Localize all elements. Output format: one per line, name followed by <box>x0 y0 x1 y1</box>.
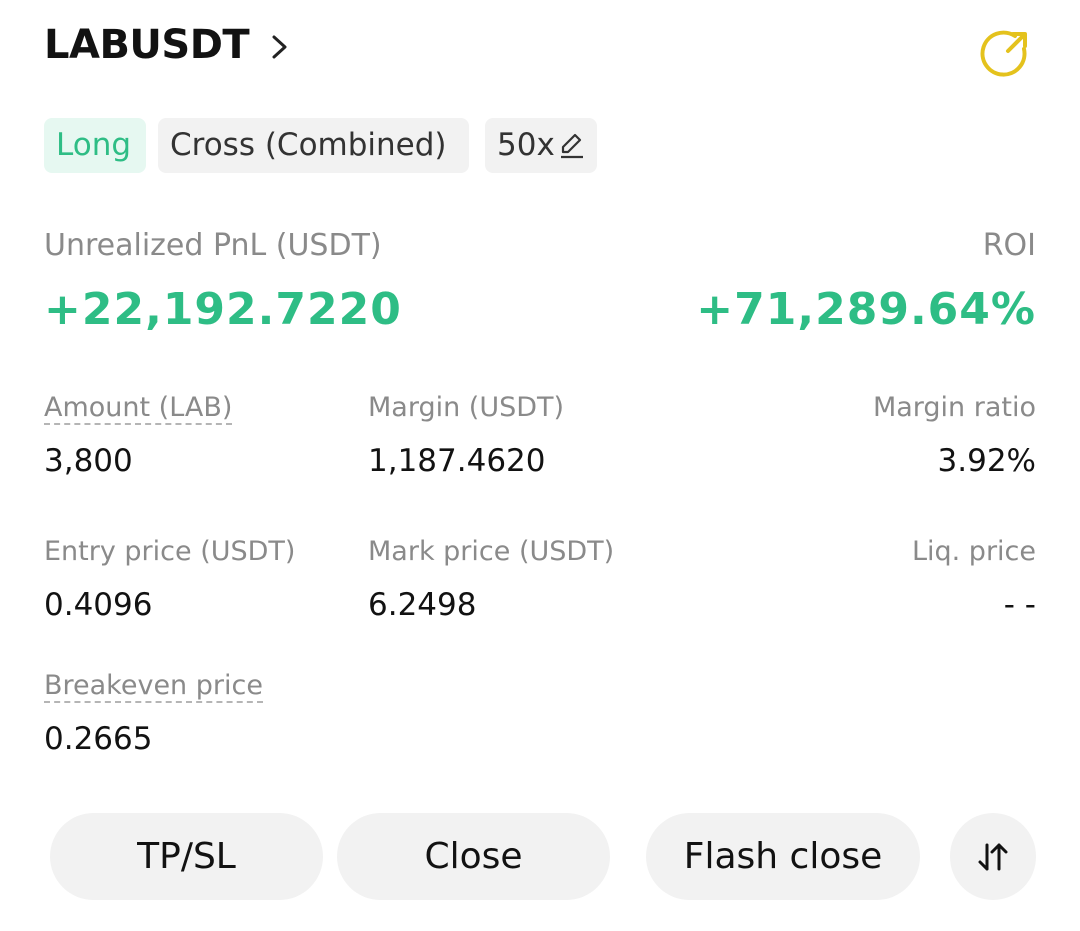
tag-long: Long <box>44 118 146 173</box>
stat-label: Margin ratio <box>872 392 1036 423</box>
pnl-label: Unrealized PnL (USDT) <box>44 228 382 263</box>
edit-icon[interactable] <box>558 130 586 160</box>
stat-value: - - <box>1003 587 1036 623</box>
roi-value: +71,289.64% <box>696 284 1036 335</box>
roi-label: ROI <box>982 228 1036 263</box>
reverse-button[interactable] <box>950 813 1036 900</box>
tag-leverage[interactable]: 50x <box>485 118 597 173</box>
stat-label: Entry price (USDT) <box>44 536 296 567</box>
stat-value: 1,187.4620 <box>368 443 546 479</box>
stat-label[interactable]: Breakeven price <box>44 670 263 703</box>
stat-label: Liq. price <box>911 536 1036 567</box>
tpsl-button[interactable]: TP/SL <box>50 813 323 900</box>
stat-label[interactable]: Amount (LAB) <box>44 392 233 425</box>
stat-label: Mark price (USDT) <box>368 536 615 567</box>
close-button[interactable]: Close <box>337 813 610 900</box>
chevron[interactable] <box>266 32 292 62</box>
stat-value: 3,800 <box>44 443 133 479</box>
stat-value: 6.2498 <box>368 587 477 623</box>
reverse-icon <box>978 843 1008 871</box>
pnl-value: +22,192.7220 <box>44 284 402 335</box>
stat-label: Margin (USDT) <box>368 392 565 423</box>
symbol[interactable]: LABUSDT <box>44 22 250 68</box>
stat-value: 0.2665 <box>44 721 153 757</box>
stat-value: 0.4096 <box>44 587 153 623</box>
stat-value: 3.92% <box>937 443 1036 479</box>
share-icon[interactable] <box>978 26 1032 80</box>
flash-close-button[interactable]: Flash close <box>646 813 920 900</box>
tag-margin-mode: Cross (Combined) <box>158 118 469 173</box>
